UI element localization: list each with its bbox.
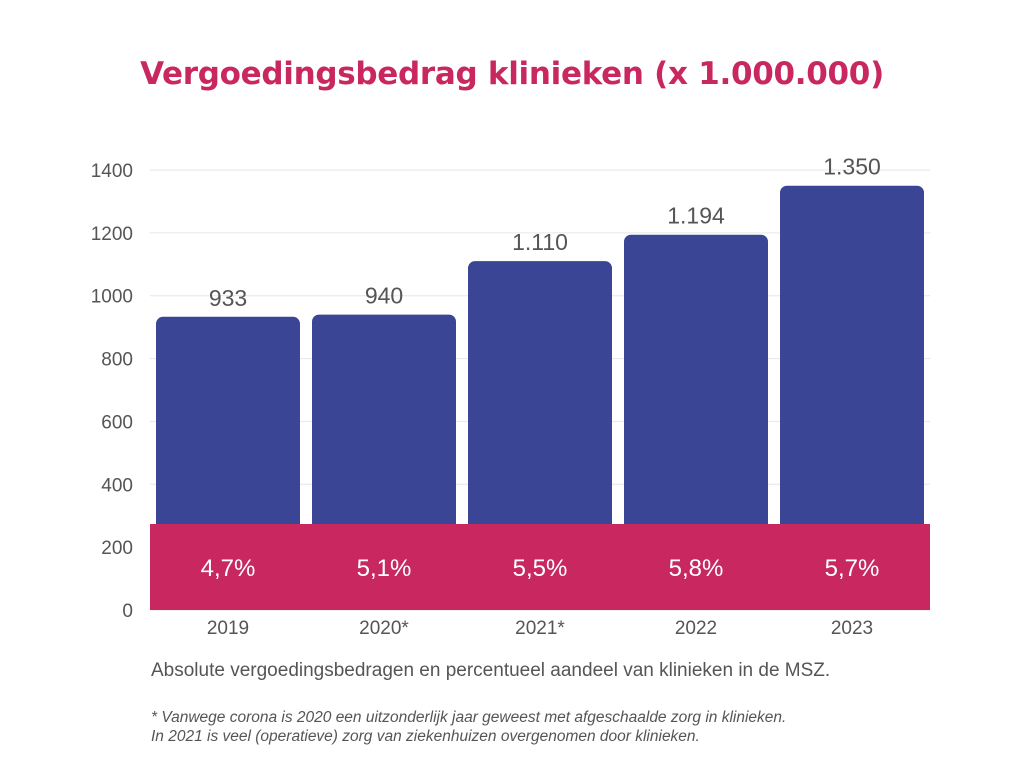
chart-title: Vergoedingsbedrag klinieken (x 1.000.000… [140,56,884,92]
x-tick-label: 2022 [675,618,717,639]
value-label: 1.194 [667,203,725,229]
x-tick-label: 2023 [831,618,873,639]
value-label: 1.350 [823,154,881,180]
percentage-band [150,524,930,610]
footnote-line-2: In 2021 is veel (operatieve) zorg van zi… [151,728,700,745]
value-label: 940 [365,283,403,309]
bar [780,185,924,610]
percentage-label: 5,1% [357,555,412,582]
chart-footnote: * Vanwege corona is 2020 een uitzonderli… [151,708,786,746]
percentage-label: 4,7% [201,555,256,582]
y-tick-label: 1400 [91,161,133,182]
percentage-label: 5,8% [669,555,724,582]
value-label: 933 [209,285,247,311]
percentage-label: 5,7% [825,555,880,582]
y-tick-label: 0 [122,601,133,622]
y-tick-label: 800 [101,350,133,371]
footnote-line-1: * Vanwege corona is 2020 een uitzonderli… [151,709,787,726]
y-tick-label: 1000 [91,287,133,308]
y-tick-label: 600 [101,412,133,433]
value-label: 1.110 [512,229,568,255]
x-tick-label: 2021* [515,618,565,639]
chart-caption: Absolute vergoedingsbedragen en percentu… [151,660,831,681]
y-tick-label: 200 [101,538,133,559]
y-tick-label: 400 [101,475,133,496]
bar [468,261,612,610]
y-tick-label: 1200 [91,224,133,245]
bar [624,234,768,610]
percentage-label: 5,5% [513,555,568,582]
x-tick-label: 2020* [359,618,409,639]
x-tick-label: 2019 [207,618,249,639]
